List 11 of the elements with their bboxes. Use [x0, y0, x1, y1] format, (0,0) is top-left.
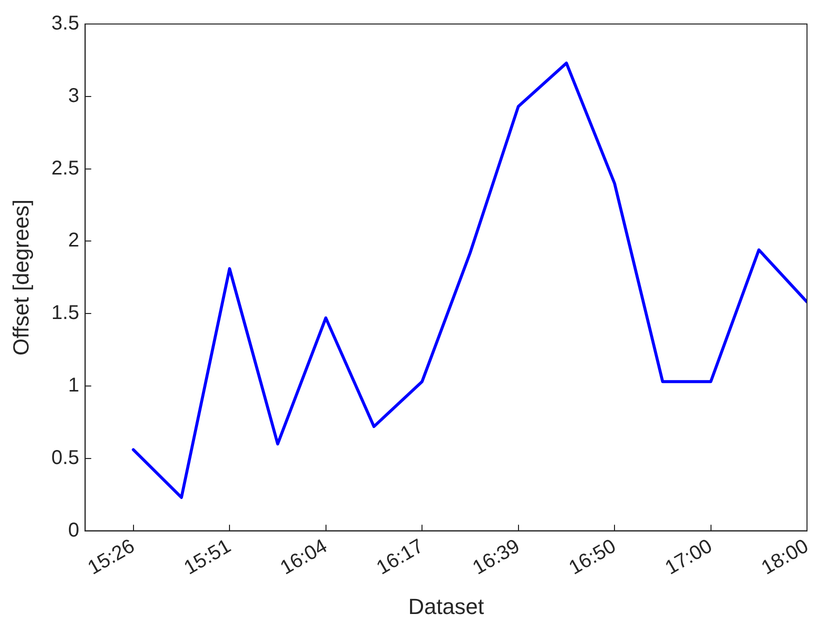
y-tick-label: 3 — [68, 84, 80, 107]
y-axis-title: Offset [degrees] — [8, 199, 34, 356]
y-tick-label: 1 — [68, 374, 80, 397]
x-axis-title: Dataset — [408, 594, 484, 619]
y-tick-label: 0.5 — [51, 446, 80, 469]
y-tick-label: 0 — [68, 519, 80, 542]
y-tick-label: 2.5 — [51, 157, 80, 180]
y-tick-label: 2 — [68, 230, 80, 252]
x-tick-label: 16:39 — [469, 535, 524, 580]
y-tick-label: 1.5 — [51, 302, 80, 324]
y-tick-label: 3.5 — [51, 12, 80, 35]
